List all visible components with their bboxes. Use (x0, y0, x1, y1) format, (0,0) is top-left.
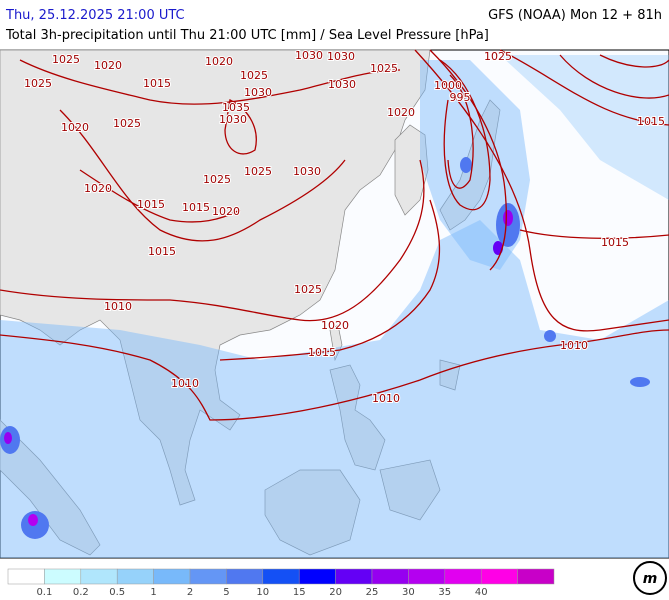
isobar-label: 1015 (143, 77, 171, 90)
legend-label: 35 (438, 587, 451, 598)
legend-label: 1 (150, 587, 156, 598)
legend-label: 20 (329, 587, 342, 598)
legend-swatch (116, 568, 154, 585)
legend-swatch (480, 568, 518, 585)
legend-label: 15 (293, 587, 306, 598)
isobar-label: 1015 (308, 346, 336, 359)
isobar-label: 1000 (434, 79, 462, 92)
legend: 0.1 0.2 0.5 1 2 5 10 15 20 25 30 35 40 (7, 568, 555, 598)
legend-label: 40 (475, 587, 488, 598)
isobar-label: 1010 (560, 339, 588, 352)
legend-swatch (226, 568, 264, 585)
isobar-label: 1020 (61, 121, 89, 134)
isobar-label: 1025 (203, 173, 231, 186)
isobar-label: 1030 (219, 113, 247, 126)
isobar-label: 1020 (84, 182, 112, 195)
isobar-label: 1020 (205, 55, 233, 68)
isobar-label: 1025 (484, 50, 512, 63)
precipitation-heavy (0, 157, 650, 539)
legend-swatch (262, 568, 300, 585)
isobar-label: 1020 (387, 106, 415, 119)
isobar-label: 1015 (601, 236, 629, 249)
isobar-label: 1030 (328, 78, 356, 91)
legend-swatch (298, 568, 336, 585)
isobar-label: 1025 (294, 283, 322, 296)
legend-label: 5 (223, 587, 229, 598)
legend-swatch (335, 568, 373, 585)
legend-swatch (153, 568, 191, 585)
isobar-label: 1030 (295, 49, 323, 62)
isobar-label: 1025 (113, 117, 141, 130)
isobar-label: 1015 (137, 198, 165, 211)
legend-swatch (44, 568, 82, 585)
isobar-label: 1025 (52, 53, 80, 66)
logo: m (633, 561, 667, 595)
legend-label: 25 (366, 587, 379, 598)
legend-swatch (7, 568, 45, 585)
isobar-label: 1015 (637, 115, 665, 128)
isobar-label: 1010 (104, 300, 132, 313)
legend-swatch (408, 568, 446, 585)
isobar-label: 1020 (212, 205, 240, 218)
isobar-label: 1010 (171, 377, 199, 390)
legend-swatch (517, 568, 555, 585)
legend-label: 0.5 (109, 587, 125, 598)
legend-label: 2 (187, 587, 193, 598)
valid-time: Thu, 25.12.2025 21:00 UTC (5, 8, 185, 23)
isobar-label: 995 (450, 91, 471, 104)
isobar-label: 1025 (244, 165, 272, 178)
legend-label: 30 (402, 587, 415, 598)
isobar-label: 1010 (372, 392, 400, 405)
legend-label: 0.2 (73, 587, 89, 598)
legend-label: 0.1 (36, 587, 52, 598)
isobar-label: 1015 (148, 245, 176, 258)
legend-swatch (371, 568, 409, 585)
subtitle: Total 3h-precipitation until Thu 21:00 U… (5, 28, 489, 43)
isobar-label: 1030 (293, 165, 321, 178)
isobar-label: 1020 (321, 319, 349, 332)
isobar-label: 1025 (240, 69, 268, 82)
model-run: GFS (NOAA) Mon 12 + 81h (488, 8, 662, 23)
isobars (0, 49, 669, 421)
isobar-label: 1030 (327, 50, 355, 63)
legend-swatch (444, 568, 482, 585)
isobar-label: 1025 (24, 77, 52, 90)
isobar-label: 1030 (244, 86, 272, 99)
isobar-label: 1035 (222, 101, 250, 114)
legend-swatch (80, 568, 118, 585)
isobar-label: 1025 (370, 62, 398, 75)
isobar-label: 1015 (182, 201, 210, 214)
svg-text:m: m (643, 571, 658, 587)
legend-swatch (189, 568, 227, 585)
legend-label: 10 (256, 587, 269, 598)
precipitation (0, 55, 669, 558)
isobar-label: 1020 (94, 59, 122, 72)
